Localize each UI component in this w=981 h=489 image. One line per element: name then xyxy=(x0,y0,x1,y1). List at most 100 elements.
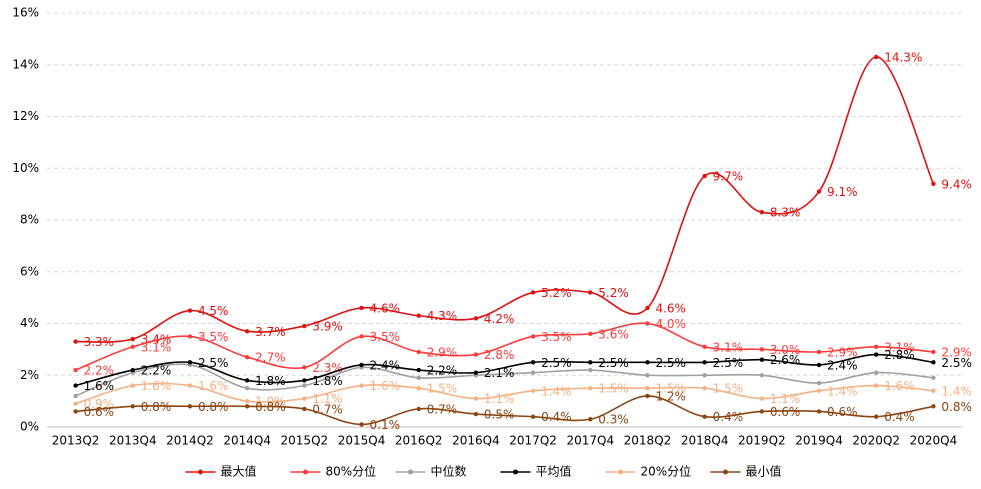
legend-marker xyxy=(198,469,203,475)
point xyxy=(73,401,78,406)
point xyxy=(473,411,479,417)
point xyxy=(645,305,650,311)
data-label: 9.1% xyxy=(827,185,858,199)
data-label: 5.2% xyxy=(541,286,572,300)
point xyxy=(874,414,879,419)
data-label: 1.6% xyxy=(141,379,172,393)
point xyxy=(302,365,307,370)
legend-label: 20%分位 xyxy=(641,464,692,479)
data-label: 8.3% xyxy=(770,206,801,220)
data-label: 9.7% xyxy=(713,170,744,184)
point xyxy=(702,360,707,365)
point xyxy=(73,409,78,414)
data-label: 0.5% xyxy=(484,408,515,422)
point xyxy=(244,398,250,404)
point xyxy=(244,378,250,383)
y-tick-label: 14% xyxy=(12,57,39,71)
point xyxy=(130,367,135,373)
data-label: 1.1% xyxy=(484,392,515,406)
point xyxy=(588,417,593,422)
point xyxy=(702,414,707,419)
x-tick-label: 2017Q2 xyxy=(509,434,557,448)
data-label: 0.7% xyxy=(427,402,458,416)
data-label: 3.5% xyxy=(370,330,401,344)
point xyxy=(702,344,707,349)
series-line xyxy=(75,382,934,405)
point xyxy=(244,404,250,409)
data-label: 2.9% xyxy=(941,345,972,359)
point xyxy=(416,367,421,373)
data-label: 4.6% xyxy=(370,301,401,315)
y-tick-label: 10% xyxy=(12,161,39,175)
point xyxy=(702,373,707,378)
series-line xyxy=(75,322,934,371)
data-label: 3.6% xyxy=(598,327,629,341)
legend-marker xyxy=(303,469,308,475)
data-label: 0.4% xyxy=(713,410,744,424)
point xyxy=(874,344,879,349)
point xyxy=(530,388,536,393)
series-line xyxy=(75,56,935,343)
data-label: 2.2% xyxy=(84,364,115,378)
data-label: 2.2% xyxy=(427,364,458,378)
data-label: 3.7% xyxy=(255,325,286,339)
data-label: 2.9% xyxy=(427,345,458,359)
legend-marker xyxy=(513,469,518,475)
data-label: 1.8% xyxy=(312,374,343,388)
point xyxy=(931,388,936,393)
point xyxy=(816,362,822,368)
point xyxy=(530,370,536,375)
data-label: 1.2% xyxy=(655,389,686,403)
data-label: 1.5% xyxy=(427,382,458,396)
data-label: 0.3% xyxy=(598,413,629,427)
legend-label: 最大值 xyxy=(221,464,257,479)
point xyxy=(187,334,193,339)
x-tick-label: 2018Q4 xyxy=(681,434,729,448)
point xyxy=(816,380,822,386)
point xyxy=(416,349,421,355)
point xyxy=(759,396,765,401)
point xyxy=(759,210,765,215)
point xyxy=(473,396,479,401)
x-tick-label: 2019Q2 xyxy=(738,434,786,448)
data-label: 2.5% xyxy=(941,356,972,370)
legend-marker xyxy=(723,469,728,475)
legend-label: 80%分位 xyxy=(326,464,377,479)
x-tick-label: 2018Q2 xyxy=(624,434,672,448)
point xyxy=(931,404,936,409)
data-label: 3.1% xyxy=(713,340,744,354)
data-label: 1.1% xyxy=(770,392,801,406)
data-label: 0.1% xyxy=(370,418,401,432)
point xyxy=(931,181,936,186)
data-label: 2.8% xyxy=(484,348,515,362)
point xyxy=(588,360,593,365)
point xyxy=(530,414,536,419)
point xyxy=(302,323,307,329)
point xyxy=(931,375,936,381)
data-label: 1.4% xyxy=(941,384,972,398)
point xyxy=(359,305,364,311)
point xyxy=(359,334,364,339)
point xyxy=(816,388,822,393)
y-tick-label: 0% xyxy=(20,420,39,434)
legend-marker xyxy=(408,469,413,475)
point xyxy=(73,367,78,373)
y-tick-label: 4% xyxy=(20,316,39,330)
data-label: 2.5% xyxy=(198,356,229,370)
point xyxy=(645,393,650,399)
point xyxy=(759,409,765,414)
point xyxy=(302,383,307,388)
point xyxy=(187,383,193,388)
point xyxy=(645,321,650,326)
point xyxy=(130,344,135,349)
data-label: 3.5% xyxy=(541,330,572,344)
data-label: 2.8% xyxy=(884,348,915,362)
data-label: 3.1% xyxy=(884,340,915,354)
point xyxy=(130,336,135,342)
point xyxy=(931,349,936,355)
data-label: 0.8% xyxy=(198,400,229,414)
data-label: 2.5% xyxy=(713,356,744,370)
point xyxy=(530,360,536,365)
